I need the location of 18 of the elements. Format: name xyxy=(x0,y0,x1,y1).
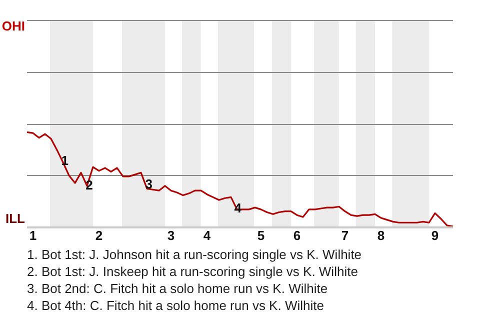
text: 1. Bot 1st: J. Johnson hit a run-scoring single vs K. Wilhite xyxy=(27,246,363,263)
text: 4. Bot 4th: C. Fitch hit a solo home run vs K. Wilhite xyxy=(27,297,325,314)
text: 3. Bot 2nd: C. Fitch hit a solo home run vs K. Wilhite xyxy=(27,280,329,297)
x-tick-label: 4 xyxy=(203,228,212,243)
x-tick-label: 3 xyxy=(167,228,175,243)
x-tick-label: 1 xyxy=(29,228,37,243)
text: OHI xyxy=(2,18,25,34)
x-tick-label: 6 xyxy=(293,228,301,243)
x-tick-label: 7 xyxy=(341,228,349,243)
text: ILL xyxy=(6,210,26,226)
x-tick-label: 9 xyxy=(431,228,439,243)
annotation: 2 xyxy=(86,178,93,193)
text: 2. Bot 1st: J. Inskeep hit a run-scoring single vs K. Wilhite xyxy=(27,263,359,280)
x-tick-label: 2 xyxy=(95,228,103,243)
x-tick-label: 8 xyxy=(377,228,385,243)
x-tick-label: 5 xyxy=(257,228,265,243)
annotation: 1 xyxy=(61,152,69,168)
annotation: 3 xyxy=(145,176,152,192)
